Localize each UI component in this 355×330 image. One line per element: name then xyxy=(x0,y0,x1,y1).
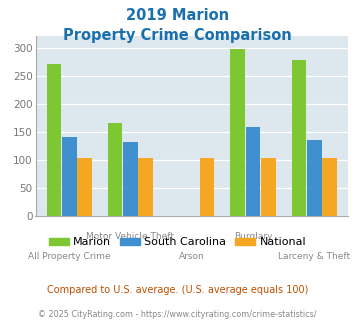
Bar xyxy=(77,158,92,216)
Bar xyxy=(322,158,337,216)
Text: Burglary: Burglary xyxy=(234,232,272,241)
Bar xyxy=(291,60,306,216)
Bar xyxy=(261,158,275,216)
Text: Compared to U.S. average. (U.S. average equals 100): Compared to U.S. average. (U.S. average … xyxy=(47,285,308,295)
Text: © 2025 CityRating.com - https://www.cityrating.com/crime-statistics/: © 2025 CityRating.com - https://www.city… xyxy=(38,310,317,319)
Text: Larceny & Theft: Larceny & Theft xyxy=(278,252,350,261)
Legend: Marion, South Carolina, National: Marion, South Carolina, National xyxy=(44,233,311,252)
Bar xyxy=(307,140,322,216)
Bar xyxy=(138,158,153,216)
Bar xyxy=(47,64,61,216)
Text: Property Crime Comparison: Property Crime Comparison xyxy=(63,28,292,43)
Bar xyxy=(246,127,260,216)
Text: Arson: Arson xyxy=(179,252,204,261)
Text: Motor Vehicle Theft: Motor Vehicle Theft xyxy=(87,232,174,241)
Text: All Property Crime: All Property Crime xyxy=(28,252,110,261)
Text: 2019 Marion: 2019 Marion xyxy=(126,8,229,23)
Bar xyxy=(108,123,122,216)
Bar xyxy=(230,49,245,216)
Bar xyxy=(200,158,214,216)
Bar xyxy=(62,138,77,216)
Bar xyxy=(123,142,138,216)
